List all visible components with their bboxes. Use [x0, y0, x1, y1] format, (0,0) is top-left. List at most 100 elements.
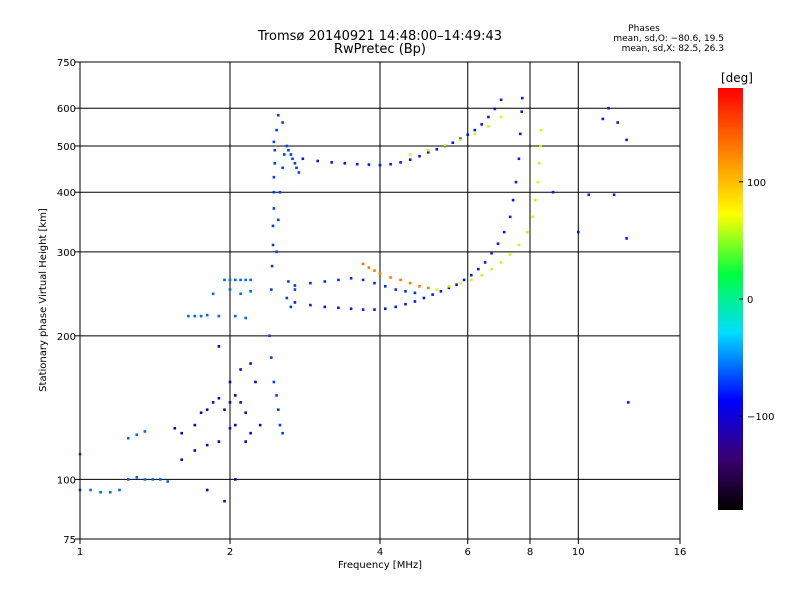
data-point: [330, 161, 333, 164]
data-point: [625, 237, 628, 240]
data-point: [447, 285, 451, 288]
data-point: [272, 190, 276, 194]
data-point: [323, 305, 327, 309]
phases-header: Phases: [628, 24, 660, 34]
data-point: [127, 436, 130, 440]
data-point: [249, 278, 252, 282]
data-point: [373, 308, 376, 311]
data-point: [297, 171, 301, 174]
data-point: [361, 262, 365, 266]
data-point: [496, 242, 500, 245]
x-tick-label: 8: [527, 547, 533, 558]
y-axis-label: Stationary phase Virtual Height [km]: [38, 208, 49, 392]
data-point: [459, 281, 462, 285]
data-point: [418, 154, 421, 158]
data-point: [349, 307, 353, 310]
data-point: [135, 476, 139, 479]
data-point: [389, 162, 392, 166]
data-point: [228, 401, 232, 404]
data-point: [625, 138, 628, 142]
data-point: [118, 488, 121, 492]
x-tick-label: 10: [572, 547, 585, 558]
data-point: [217, 345, 221, 348]
data-point: [389, 276, 392, 279]
data-point: [270, 264, 274, 268]
data-point: [285, 144, 289, 148]
data-point: [422, 296, 426, 300]
colorbar-tick-label: −100: [747, 412, 774, 423]
data-point: [228, 288, 232, 291]
data-point: [373, 269, 376, 272]
data-point: [487, 115, 490, 119]
data-point: [143, 430, 147, 433]
data-point: [239, 368, 242, 371]
data-point: [470, 273, 473, 277]
data-point: [427, 148, 430, 152]
y-tick-label: 100: [57, 475, 76, 486]
data-point: [295, 166, 298, 170]
data-point: [249, 431, 252, 435]
data-point: [275, 128, 278, 132]
data-point: [234, 478, 237, 481]
data-point: [254, 380, 257, 384]
colorbar-tick-label: 0: [747, 295, 753, 306]
y-tick-label: 750: [57, 58, 76, 69]
data-point: [394, 288, 397, 291]
data-point: [462, 278, 466, 282]
data-point: [281, 121, 284, 124]
data-point: [483, 261, 487, 264]
data-point: [451, 141, 455, 144]
y-tick-label: 400: [57, 188, 76, 199]
data-point: [616, 121, 619, 124]
chart-title: Tromsø 20140921 14:48:00–14:49:43: [257, 29, 502, 44]
data-point: [539, 128, 543, 132]
data-point: [135, 433, 139, 437]
data-point: [459, 138, 462, 142]
data-point: [89, 488, 92, 492]
data-point: [287, 148, 290, 152]
data-point: [378, 272, 382, 275]
x-tick-label: 16: [674, 547, 687, 558]
data-point: [151, 478, 155, 481]
data-point: [108, 490, 112, 494]
data-point: [289, 153, 293, 156]
data-point: [249, 362, 252, 365]
data-point: [277, 218, 280, 222]
data-point: [244, 278, 247, 282]
data-point: [244, 411, 247, 414]
data-point: [337, 278, 340, 282]
data-point: [480, 273, 483, 277]
phases-mean-o: mean, sd,O: −80.6, 19.5: [613, 34, 724, 44]
data-point: [211, 401, 215, 404]
data-point: [343, 162, 347, 165]
data-point: [268, 334, 271, 338]
data-point: [258, 423, 262, 427]
data-point: [531, 215, 534, 219]
data-point: [517, 157, 521, 161]
data-point: [277, 408, 280, 411]
data-point: [293, 284, 297, 287]
data-point: [499, 98, 503, 102]
data-point: [473, 128, 477, 132]
data-point: [551, 190, 555, 194]
data-point: [408, 153, 412, 156]
data-point: [443, 143, 447, 147]
data-point: [180, 458, 183, 461]
data-point: [399, 278, 402, 282]
data-point: [519, 132, 522, 136]
data-point: [502, 230, 506, 234]
data-point: [281, 166, 284, 170]
data-point: [378, 163, 382, 167]
data-point: [293, 288, 297, 291]
data-point: [281, 431, 284, 435]
data-point: [493, 107, 497, 111]
data-point: [239, 292, 242, 296]
data-point: [404, 302, 407, 306]
data-point: [278, 190, 282, 194]
data-point: [384, 285, 387, 288]
data-point: [271, 243, 275, 247]
data-points: [78, 96, 630, 503]
data-point: [287, 280, 290, 283]
data-point: [239, 401, 242, 404]
